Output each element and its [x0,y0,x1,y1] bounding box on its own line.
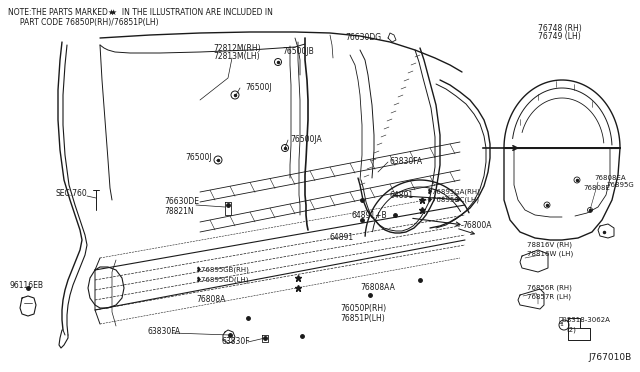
Text: 1: 1 [559,323,563,327]
Text: 76500J: 76500J [245,83,271,93]
Text: 96116EB: 96116EB [10,280,44,289]
Text: 63830FA: 63830FA [390,157,423,167]
Text: 76800A: 76800A [462,221,492,230]
Text: 76500JB: 76500JB [282,48,314,57]
Text: ❥76895GD(LH): ❥76895GD(LH) [196,277,250,283]
Text: 63830F: 63830F [222,337,251,346]
Text: SEC.760: SEC.760 [56,189,88,198]
Text: 08318-3062A: 08318-3062A [559,317,611,323]
Text: 76630DG: 76630DG [345,33,381,42]
Text: J767010B: J767010B [589,353,632,362]
Text: 76895G: 76895G [606,182,634,188]
Text: 78816W (LH): 78816W (LH) [527,251,573,257]
Text: 76500JA: 76500JA [290,135,322,144]
Text: 76851P(LH): 76851P(LH) [340,314,385,323]
Text: 76050P(RH): 76050P(RH) [340,304,386,312]
Text: ★: ★ [108,8,115,17]
Text: (2): (2) [566,327,576,333]
Text: 76630DE: 76630DE [164,198,199,206]
Text: 76808EA: 76808EA [594,175,626,181]
Text: 78816V (RH): 78816V (RH) [527,242,572,248]
Text: 76749 (LH): 76749 (LH) [538,32,580,42]
Text: 76808E: 76808E [583,185,610,191]
Text: 72813M(LH): 72813M(LH) [213,52,260,61]
Text: 64891: 64891 [330,234,354,243]
Text: ❥76895GA(RH): ❥76895GA(RH) [427,189,481,195]
Text: 76748 (RH): 76748 (RH) [538,23,582,32]
Text: 76808AA: 76808AA [360,283,395,292]
Text: 76500J: 76500J [185,154,212,163]
Text: NOTE:THE PARTS MARKED ★  IN THE ILLUSTRATION ARE INCLUDED IN: NOTE:THE PARTS MARKED ★ IN THE ILLUSTRAT… [8,8,273,17]
Text: 72812M(RH): 72812M(RH) [213,44,260,52]
Text: ❥76895GC(LH): ❥76895GC(LH) [427,196,480,203]
Text: ❥76895GB(RH): ❥76895GB(RH) [196,267,250,273]
Text: 64891+B: 64891+B [352,211,388,219]
Text: 63830FA: 63830FA [148,327,181,337]
Text: 76857R (LH): 76857R (LH) [527,294,571,300]
Text: 76808A: 76808A [196,295,225,305]
Text: PART CODE 76850P(RH)/76851P(LH): PART CODE 76850P(RH)/76851P(LH) [8,18,159,27]
Text: 64891: 64891 [390,190,414,199]
Text: 78821N: 78821N [164,208,194,217]
Text: 76856R (RH): 76856R (RH) [527,285,572,291]
